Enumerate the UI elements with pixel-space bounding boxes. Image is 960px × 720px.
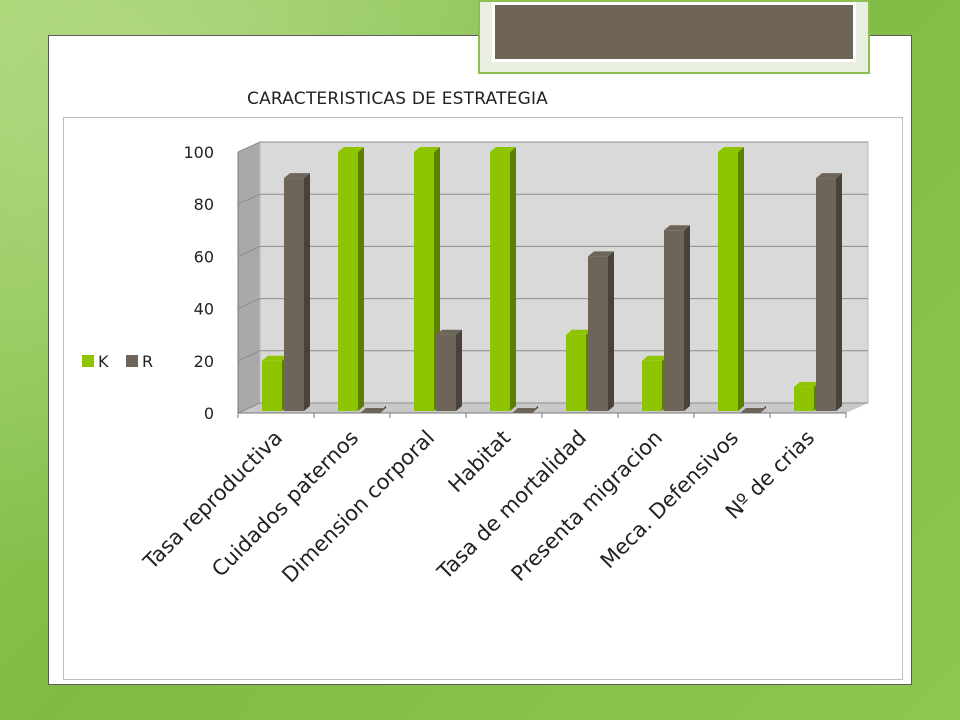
bar-top-K-1 bbox=[338, 147, 364, 152]
bar-top-K-0 bbox=[262, 355, 288, 361]
gridline-side bbox=[237, 298, 261, 310]
bar-top-K-5 bbox=[642, 355, 668, 361]
gridline-side bbox=[237, 350, 261, 362]
legend-swatch-R bbox=[126, 355, 138, 367]
bar-R-0 bbox=[284, 178, 304, 411]
floor bbox=[238, 403, 868, 413]
gridline-side bbox=[237, 141, 261, 153]
bar-top-K-2 bbox=[414, 147, 440, 152]
bar-side-K-1 bbox=[358, 147, 364, 411]
x-tick-label: Meca. Defensivos bbox=[596, 426, 743, 573]
x-tick-label: Presenta migracion bbox=[507, 426, 668, 587]
bar-K-1 bbox=[338, 152, 358, 411]
bar-top-K-4 bbox=[566, 329, 592, 335]
chart-title: CARACTERISTICAS DE ESTRATEGIA bbox=[247, 89, 548, 109]
bar-side-R-2 bbox=[456, 329, 462, 411]
x-tick-label: Tasa de mortalidad bbox=[432, 426, 591, 585]
x-tick-label: Tasa reproductiva bbox=[138, 426, 287, 575]
y-tick-label: 100 bbox=[183, 143, 214, 162]
bar-side-K-6 bbox=[738, 147, 744, 411]
y-tick-label: 60 bbox=[194, 247, 214, 266]
bar-side-R-7 bbox=[836, 173, 842, 411]
legend-label-R: R bbox=[142, 352, 153, 371]
x-tick-label: Dimension corporal bbox=[277, 426, 439, 588]
bar-side-R-4 bbox=[608, 251, 614, 411]
bar-R-4 bbox=[588, 256, 608, 411]
gridline-side bbox=[237, 193, 261, 205]
y-tick-label: 20 bbox=[194, 352, 214, 371]
bar-top-K-3 bbox=[490, 147, 516, 152]
bar-K-4 bbox=[566, 334, 586, 411]
bar-R-2 bbox=[436, 334, 456, 411]
decorative-header-inner bbox=[492, 2, 856, 62]
bar-K-6 bbox=[718, 152, 738, 411]
bar-K-2 bbox=[414, 152, 434, 411]
gridline-side bbox=[237, 402, 261, 414]
bar-R-5 bbox=[664, 230, 684, 411]
x-tick-label: Cuidados paternos bbox=[207, 426, 363, 582]
y-tick-label: 0 bbox=[204, 404, 214, 423]
bar-side-R-0 bbox=[304, 173, 310, 411]
side-wall bbox=[238, 142, 260, 413]
bar-top-K-7 bbox=[794, 381, 820, 387]
bar-top-R-7 bbox=[816, 173, 842, 179]
y-tick-label: 40 bbox=[194, 300, 214, 319]
gridline-side bbox=[237, 245, 261, 257]
bar-top-R-3 bbox=[512, 408, 538, 413]
decorative-header-box bbox=[478, 0, 870, 74]
bar-K-5 bbox=[642, 360, 662, 411]
bar-K-7 bbox=[794, 386, 814, 411]
legend-swatch-K bbox=[82, 355, 94, 367]
bar-top-R-2 bbox=[436, 329, 462, 335]
bar-top-R-5 bbox=[664, 225, 690, 231]
legend-label-K: K bbox=[98, 352, 109, 371]
bar-top-R-4 bbox=[588, 251, 614, 257]
bar-top-R-1 bbox=[360, 408, 386, 413]
bar-R-7 bbox=[816, 178, 836, 411]
bar-top-K-6 bbox=[718, 147, 744, 152]
bar-top-R-6 bbox=[740, 408, 766, 413]
bar-K-3 bbox=[490, 152, 510, 411]
bar-top-R-0 bbox=[284, 173, 310, 179]
bar-K-0 bbox=[262, 360, 282, 411]
y-tick-label: 80 bbox=[194, 195, 214, 214]
bar-side-R-5 bbox=[684, 225, 690, 411]
bar-side-K-3 bbox=[510, 147, 516, 411]
x-tick-label: Habitat bbox=[444, 426, 516, 498]
